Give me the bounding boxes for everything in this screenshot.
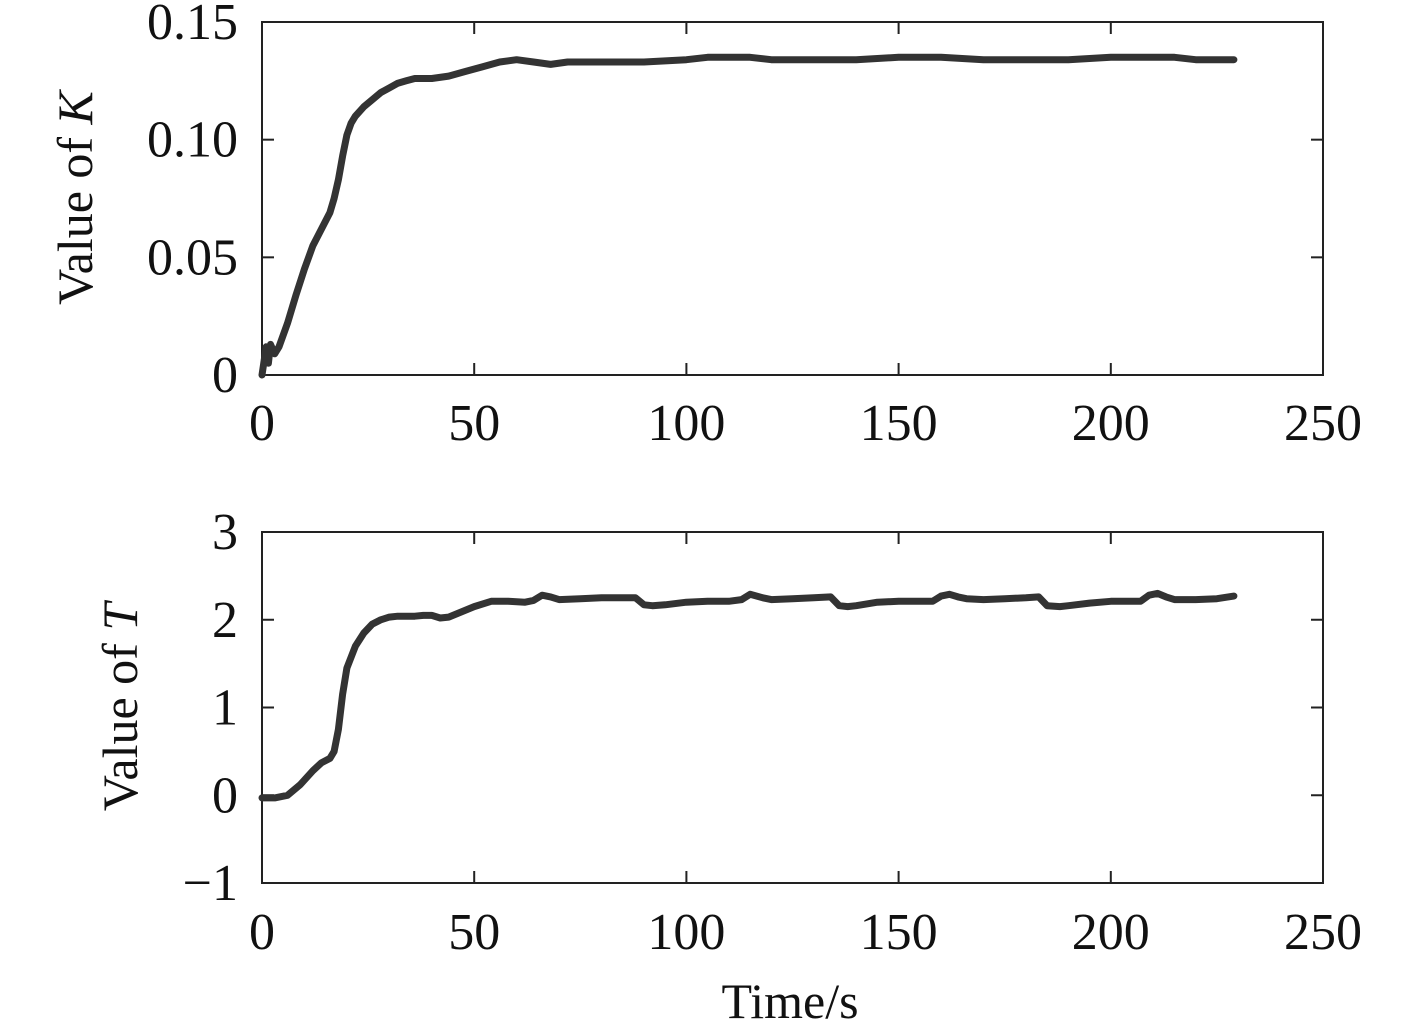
y-ticks-t: −1 0 1 2 3 bbox=[183, 504, 1323, 912]
y-axis-label-k-symbol: K bbox=[47, 88, 103, 125]
series-line-k bbox=[258, 53, 1238, 379]
x-tick-label: 100 bbox=[647, 904, 725, 961]
y-axis-label-k-text: Value of bbox=[47, 124, 103, 305]
x-ticks-t: 0 50 100 150 200 250 bbox=[249, 532, 1362, 961]
y-tick-label: 0.10 bbox=[147, 112, 238, 169]
x-tick-label: 250 bbox=[1284, 904, 1362, 961]
y-tick-label: −1 bbox=[183, 855, 238, 912]
chart-panel-k: 0 50 100 150 200 250 0 0.05 0.10 0.15 Value of K bbox=[47, 0, 1362, 452]
plot-frame-k bbox=[261, 21, 1324, 376]
plot-frame-t bbox=[261, 531, 1324, 884]
x-tick-label: 200 bbox=[1072, 395, 1150, 452]
x-tick-label: 250 bbox=[1284, 395, 1362, 452]
x-tick-label: 0 bbox=[249, 395, 275, 452]
y-ticks-k: 0 0.05 0.10 0.15 bbox=[147, 0, 1323, 404]
y-axis-label-k: Value of K bbox=[47, 88, 103, 305]
x-tick-label: 0 bbox=[249, 904, 275, 961]
x-tick-label: 200 bbox=[1072, 904, 1150, 961]
y-axis-label-t-symbol: T bbox=[92, 600, 148, 631]
y-tick-label: 2 bbox=[212, 592, 238, 649]
y-axis-label-t-text: Value of bbox=[92, 631, 148, 812]
x-tick-label: 50 bbox=[448, 395, 500, 452]
y-tick-label: 0.15 bbox=[147, 0, 238, 51]
y-tick-label: 0 bbox=[212, 767, 238, 824]
x-ticks-k: 0 50 100 150 200 250 bbox=[249, 22, 1362, 452]
y-tick-label: 0 bbox=[212, 347, 238, 404]
series-line-t bbox=[258, 589, 1238, 802]
x-tick-label: 150 bbox=[860, 395, 938, 452]
x-axis-label-t: Time/s bbox=[721, 973, 858, 1023]
x-tick-label: 100 bbox=[647, 395, 725, 452]
y-tick-label: 1 bbox=[212, 680, 238, 737]
x-tick-label: 150 bbox=[860, 904, 938, 961]
y-axis-label-t: Value of T bbox=[92, 600, 148, 812]
x-tick-label: 50 bbox=[448, 904, 500, 961]
y-tick-label: 3 bbox=[212, 504, 238, 561]
y-tick-label: 0.05 bbox=[147, 229, 238, 286]
